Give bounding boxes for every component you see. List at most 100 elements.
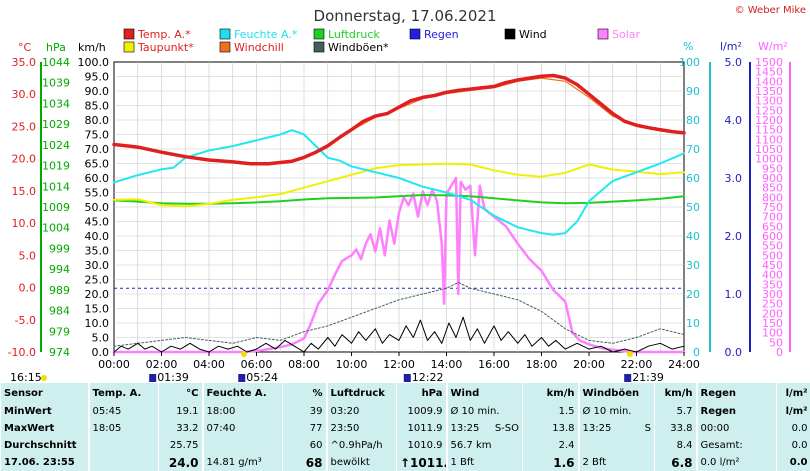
cell: 68 bbox=[282, 454, 327, 471]
cell bbox=[577, 437, 655, 454]
legend-label: Windchill bbox=[234, 41, 284, 54]
legend-swatch bbox=[123, 28, 135, 40]
cell: 23:50 bbox=[325, 420, 397, 437]
cell: 1.5 bbox=[522, 403, 579, 420]
cell: 33.2 bbox=[158, 420, 203, 437]
tick-label-solar_wm2: 1100 bbox=[755, 133, 783, 146]
cell: 56.7 km bbox=[445, 437, 523, 454]
table-header-row: Sensor Temp. A. °C Feuchte A. % Luftdruc… bbox=[0, 383, 810, 403]
cell: 13:25 S-SO bbox=[445, 420, 523, 437]
left-time-label: 16:15 bbox=[10, 371, 42, 383]
tick-label-solar_wm2: 1250 bbox=[755, 104, 783, 117]
tick-label-solar_wm2: 700 bbox=[762, 211, 783, 224]
cell: 1.6 bbox=[522, 454, 579, 471]
series-line-taupunkt bbox=[113, 162, 685, 208]
legend-swatch bbox=[409, 28, 421, 40]
cell: 1 Bft bbox=[445, 454, 523, 471]
legend-label: Luftdruck bbox=[328, 28, 380, 41]
cell-part: S bbox=[644, 423, 651, 434]
tick-label-solar_wm2: 300 bbox=[762, 288, 783, 301]
col-wind-unit: km/h bbox=[522, 383, 579, 403]
cell: 39 bbox=[282, 403, 327, 420]
tick-label-pressure_hpa: 974 bbox=[49, 346, 70, 359]
tick-label-humidity_pct: 70 bbox=[686, 143, 700, 156]
x-tick-label: 14:00 bbox=[431, 358, 463, 371]
col-temp: Temp. A. bbox=[87, 383, 159, 403]
tick-label-solar_wm2: 1200 bbox=[755, 114, 783, 127]
cell: 13.8 bbox=[522, 420, 579, 437]
chart-grid bbox=[113, 61, 685, 353]
tick-label-pressure_hpa: 979 bbox=[49, 325, 70, 338]
table-row-max: MaxWert 18:05 33.2 07:40 77 23:50 1011.9… bbox=[0, 420, 810, 437]
cell: 0.0 bbox=[776, 420, 810, 437]
x-tick-label: 02:00 bbox=[146, 358, 178, 371]
series-line-wind bbox=[113, 316, 685, 353]
tick-label-temp_c: 0.0 bbox=[19, 282, 37, 295]
cell: 1010.9 bbox=[396, 437, 447, 454]
tick-label-solar_wm2: 1400 bbox=[755, 75, 783, 88]
row-label: MaxWert bbox=[0, 420, 89, 437]
tick-label-solar_wm2: 350 bbox=[762, 278, 783, 291]
tick-label-solar_wm2: 1150 bbox=[755, 124, 783, 137]
tick-label-pressure_hpa: 999 bbox=[49, 242, 70, 255]
x-tick-label: 24:00 bbox=[668, 358, 700, 371]
chart-legend: Temp. A.* Feuchte A.* Luftdruck Regen Wind So… bbox=[123, 28, 641, 54]
tick-label-wind_kmh: 45.0 bbox=[85, 216, 110, 229]
tick-label-pressure_hpa: 994 bbox=[49, 263, 70, 276]
cell: 0.0 bbox=[776, 454, 810, 471]
tick-label-solar_wm2: 400 bbox=[762, 269, 783, 282]
cell bbox=[87, 454, 159, 471]
col-hum: Feuchte A. bbox=[201, 383, 283, 403]
cell: 60 bbox=[282, 437, 327, 454]
cell: 03:20 bbox=[325, 403, 397, 420]
x-tick-label: 20:00 bbox=[573, 358, 605, 371]
tick-label-pressure_hpa: 1029 bbox=[42, 118, 70, 131]
sun-icon bbox=[41, 375, 47, 381]
tick-label-wind_kmh: 15.0 bbox=[85, 303, 110, 316]
cell: 14.81 g/m³ bbox=[201, 454, 283, 471]
table-row-current: 17.06. 23:55 24.0 14.81 g/m³ 68 bewölkt … bbox=[0, 454, 810, 471]
tick-label-temp_c: 30.0 bbox=[12, 88, 37, 101]
tick-label-temp_c: 20.0 bbox=[12, 153, 37, 166]
col-press-unit: hPa bbox=[396, 383, 447, 403]
axis-title-solar: W/m² bbox=[758, 40, 788, 53]
cell: 18:05 bbox=[87, 420, 159, 437]
legend-label: Taupunkt* bbox=[137, 41, 194, 54]
tick-label-rain_lm2: 0.0 bbox=[725, 346, 743, 359]
cell: 5.7 bbox=[654, 403, 697, 420]
legend-label: Windböen* bbox=[328, 41, 389, 54]
x-tick-label: 08:00 bbox=[288, 358, 320, 371]
col-wind: Wind bbox=[445, 383, 523, 403]
tick-label-pressure_hpa: 1014 bbox=[42, 180, 70, 193]
tick-label-solar_wm2: 500 bbox=[762, 249, 783, 262]
x-tick-label: 22:00 bbox=[621, 358, 653, 371]
cell: 05:45 bbox=[87, 403, 159, 420]
cell: bewölkt bbox=[325, 454, 397, 471]
cell: 07:40 bbox=[201, 420, 283, 437]
sun-marker-label: 12:22 bbox=[412, 371, 444, 383]
tick-label-wind_kmh: 95.0 bbox=[85, 71, 110, 84]
cell: Ø 10 min. bbox=[445, 403, 523, 420]
tick-label-temp_c: -10.0 bbox=[8, 346, 36, 359]
axis-title-pressure: hPa bbox=[46, 41, 66, 54]
x-tick-label: 16:00 bbox=[478, 358, 510, 371]
series-line-feuchte-a bbox=[113, 129, 685, 236]
x-tick-label: 10:00 bbox=[336, 358, 368, 371]
credit-text: © Weber Mike bbox=[735, 5, 806, 16]
weather-chart: Donnerstag, 17.06.2021 © Weber Mike Temp… bbox=[7, 5, 806, 383]
cell-part: 13:25 bbox=[450, 423, 480, 434]
row-label: Durchschnitt bbox=[0, 437, 89, 454]
tick-label-pressure_hpa: 1034 bbox=[42, 97, 70, 110]
tick-label-solar_wm2: 200 bbox=[762, 307, 783, 320]
moon-icon bbox=[624, 374, 632, 382]
cell: 00:00 bbox=[695, 420, 777, 437]
tick-label-wind_kmh: 5.0 bbox=[92, 332, 110, 345]
tick-label-rain_lm2: 3.0 bbox=[725, 172, 743, 185]
tick-label-humidity_pct: 90 bbox=[686, 85, 700, 98]
sun-markers: 16:15 01:39 05:24 12:22 21:39 bbox=[10, 351, 664, 383]
table-row-min: MinWert 05:45 19.1 18:00 39 03:20 1009.9… bbox=[0, 403, 810, 420]
tick-label-wind_kmh: 40.0 bbox=[85, 230, 110, 243]
tick-label-humidity_pct: 10 bbox=[686, 317, 700, 330]
tick-label-wind_kmh: 35.0 bbox=[85, 245, 110, 258]
tick-label-humidity_pct: 30 bbox=[686, 259, 700, 272]
